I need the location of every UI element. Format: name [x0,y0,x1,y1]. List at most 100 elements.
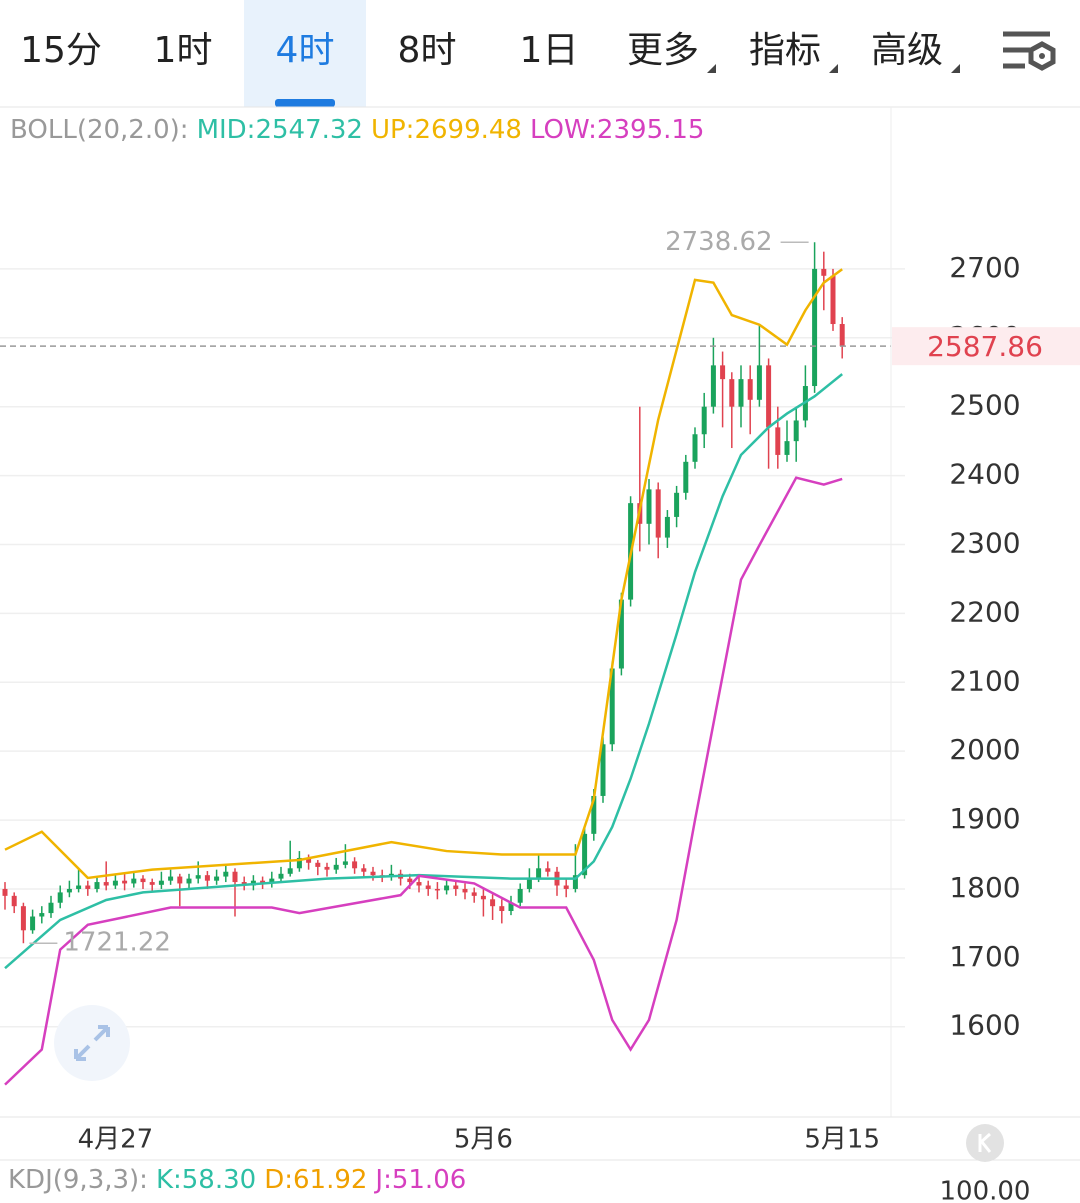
y-tick-label: 1700 [949,940,1020,973]
y-tick-label: 2400 [949,458,1020,491]
tab[interactable]: 更多 [627,30,699,71]
active-tab-indicator [275,99,335,107]
candle-body [664,516,670,538]
y-tick-label: 2100 [949,664,1020,697]
candle-body [674,492,680,517]
candle-body [830,275,836,325]
active-tab-bg [244,0,366,107]
candle-body [140,878,146,883]
candle-body [784,441,790,455]
tab[interactable]: 指标 [749,30,821,71]
candle-body [232,871,238,883]
candle-body [370,871,376,876]
candle-body [775,427,781,455]
y-tick-label: 1900 [949,802,1020,835]
candle-body [591,795,597,834]
kdj-tick-label: 100.00 [940,1177,1031,1203]
candle-body [747,379,753,400]
candle-body [76,885,82,889]
candle-body [342,861,348,865]
candle-body [269,878,275,884]
candle-body [85,885,91,889]
candle-body [462,888,468,893]
candle-body [168,876,174,881]
candle-body [260,880,266,884]
legend-entry: UP:2699.48 [371,115,522,145]
candle-body [821,268,827,276]
candle-body [39,913,45,917]
tab[interactable]: 4时 [276,30,335,71]
candle-body [701,406,707,435]
expand-button[interactable] [54,1005,130,1081]
candle-body [434,888,440,891]
candle-body [407,878,413,883]
tab[interactable]: 1时 [154,30,213,71]
candle-body [710,365,716,407]
candle-body [729,379,735,407]
candle-body [186,878,192,884]
candle-body [214,876,220,881]
candle-body [103,882,109,886]
settings-icon[interactable] [1003,31,1056,71]
tab[interactable]: 高级 [871,30,943,71]
candle-body [306,857,312,863]
candle-body [149,882,155,885]
tab[interactable]: 15分 [20,30,102,71]
candle-body [738,379,744,407]
candle-body [48,902,54,914]
candle-body [416,882,422,886]
candle-body [766,365,772,428]
candle-body [582,833,588,876]
legend-entry: MID:2547.32 [197,115,363,145]
candle-body [444,885,450,891]
candle-body [131,878,137,884]
boll-line [4,476,843,1086]
candle-body [112,880,118,886]
candle-body [66,888,72,893]
candle-body [471,892,477,896]
y-tick-label: 2500 [949,389,1020,422]
candle-body [204,875,210,881]
kdj-entry: J:51.06 [373,1165,466,1195]
candle-body [572,875,578,889]
candle-body [195,875,201,879]
candle-body [94,882,100,889]
candle-body [526,878,532,889]
boll-line [4,373,843,970]
tab[interactable]: 8时 [398,30,457,71]
candle-body [324,866,330,870]
k-button[interactable] [966,1124,1004,1162]
candle-body [287,868,293,874]
kdj-legend: KDJ(9,3,3): K:58.30 D:61.92 J:51.06 [8,1165,466,1195]
y-tick-label: 1600 [949,1009,1020,1042]
indicator-legend: BOLL(20,2.0): MID:2547.32 UP:2699.48 LOW:23… [10,115,704,145]
dropdown-arrow [951,64,960,73]
high-label: 2738.62 [665,227,773,257]
candle-body [333,864,339,870]
kdj-entry: K:58.30 [156,1165,256,1195]
y-tick-label: 2300 [949,526,1020,559]
y-tick-label: 1800 [949,871,1020,904]
candle-body [609,668,615,745]
candle-body [278,873,284,879]
candle-body [563,885,569,889]
candle-body [793,420,799,442]
candle-body [2,888,8,896]
boll-line [4,268,843,880]
x-tick-label: 4月27 [78,1125,154,1155]
tab[interactable]: 1日 [520,30,579,71]
candle-body [499,906,505,912]
candle-body [158,880,164,885]
candle-body [453,885,459,889]
candle-body [600,744,606,796]
low-label: 1721.22 [63,928,171,958]
x-tick-label: 5月6 [454,1125,513,1155]
candle-body [177,876,183,884]
last-price-label: 2587.86 [927,330,1043,363]
candle-body [296,857,302,869]
candle-body [223,871,229,877]
candle-body [30,916,36,931]
candle-body [655,489,661,538]
